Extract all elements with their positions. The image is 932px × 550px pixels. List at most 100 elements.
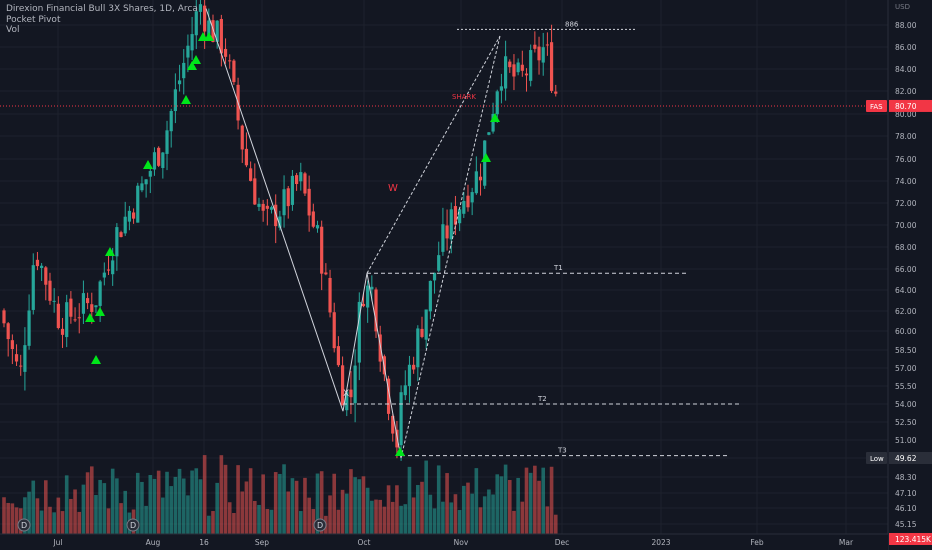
volume-bar bbox=[135, 472, 140, 534]
volume-bar bbox=[35, 498, 40, 534]
candle-body bbox=[478, 176, 483, 181]
candle-body bbox=[44, 267, 48, 285]
candle-body bbox=[81, 293, 86, 314]
candle-body bbox=[35, 259, 40, 267]
volume-bar bbox=[353, 477, 357, 534]
volume-bar bbox=[524, 467, 529, 534]
volume-bars bbox=[2, 455, 558, 534]
volume-bar bbox=[236, 465, 240, 534]
candle-body bbox=[420, 328, 424, 337]
price-tick-label: 78.00 bbox=[895, 132, 917, 141]
candle-body bbox=[403, 385, 407, 396]
price-tick-label: 64.00 bbox=[895, 286, 917, 295]
volume-bar bbox=[403, 504, 408, 534]
volume-bar bbox=[328, 495, 332, 534]
volume-bar bbox=[190, 470, 194, 534]
candle-body bbox=[19, 365, 23, 367]
volume-bar bbox=[48, 506, 52, 534]
price-axis[interactable]: USD 45.15 46.10 47.10 48.30 51.00 52.50 54.00 55… bbox=[866, 0, 932, 550]
candle-body bbox=[307, 188, 311, 216]
volume-bar bbox=[420, 481, 424, 534]
candle-body bbox=[65, 302, 69, 338]
volume-bar bbox=[39, 510, 44, 534]
volume-indicator-name[interactable]: Vol bbox=[6, 25, 20, 35]
time-tick-label: Mar bbox=[839, 538, 854, 547]
volume-bar bbox=[303, 477, 307, 534]
volume-bar bbox=[10, 503, 15, 534]
volume-bar bbox=[77, 511, 82, 534]
volume-bar bbox=[457, 510, 462, 534]
volume-bar bbox=[482, 496, 487, 534]
candle-body bbox=[77, 317, 81, 319]
candle-body bbox=[115, 227, 119, 257]
candle-body bbox=[441, 224, 445, 252]
volume-bar bbox=[340, 489, 345, 534]
candle-body bbox=[177, 80, 182, 85]
time-tick-label: 16 bbox=[199, 538, 209, 547]
candle-body bbox=[207, 20, 211, 36]
volume-bar bbox=[240, 491, 245, 534]
indicator-name[interactable]: Pocket Pivot bbox=[6, 14, 61, 25]
volume-bar bbox=[261, 474, 265, 534]
volume-bar bbox=[399, 505, 403, 534]
candle-body bbox=[48, 280, 52, 301]
candle-body bbox=[303, 173, 307, 194]
volume-bar bbox=[52, 512, 56, 534]
volume-bar bbox=[194, 468, 199, 534]
time-axis[interactable]: Jul Aug 16 Sep Oct Nov Dec 2023 Feb Mar bbox=[0, 533, 888, 550]
volume-bar bbox=[56, 497, 61, 534]
candle-body bbox=[332, 312, 336, 349]
candle-body bbox=[320, 226, 324, 274]
time-tick-label: Feb bbox=[750, 538, 764, 547]
pattern-leg bbox=[205, 8, 402, 459]
candle-body bbox=[14, 354, 19, 362]
time-tick-label: Oct bbox=[358, 538, 371, 547]
volume-bar bbox=[407, 466, 412, 534]
volume-bar bbox=[110, 468, 115, 534]
price-tag-badge bbox=[866, 452, 887, 464]
price-tick-label: 58.50 bbox=[895, 346, 917, 355]
candle-body bbox=[504, 56, 508, 89]
volume-bar bbox=[119, 503, 123, 534]
candle-body bbox=[336, 346, 340, 366]
volume-bar bbox=[244, 481, 249, 534]
dividend-marker-label: D bbox=[21, 521, 27, 530]
candle-body bbox=[549, 42, 554, 91]
volume-bar bbox=[102, 483, 107, 534]
candle-body bbox=[69, 298, 73, 317]
price-tag-badge bbox=[866, 99, 887, 112]
candle-body bbox=[295, 175, 299, 185]
candle-body bbox=[508, 61, 512, 68]
price-tick-label: 46.10 bbox=[895, 504, 917, 513]
symbol-title[interactable]: Direxion Financial Bull 3X Shares, 1D, A… bbox=[6, 4, 198, 14]
volume-bar bbox=[466, 482, 470, 534]
price-value-badge bbox=[889, 533, 932, 545]
volume-bar bbox=[462, 485, 466, 534]
volume-bar bbox=[307, 497, 311, 534]
volume-bar bbox=[223, 464, 228, 534]
volume-bar bbox=[215, 482, 219, 534]
price-tick-label: 66.00 bbox=[895, 265, 917, 274]
price-tick-label: 45.15 bbox=[895, 520, 917, 529]
candle-body bbox=[458, 209, 462, 224]
volume-bar bbox=[549, 466, 554, 534]
volume-bar bbox=[382, 506, 387, 534]
candle-body bbox=[424, 309, 428, 340]
candle-body bbox=[140, 183, 144, 191]
price-tick-label: 51.00 bbox=[895, 436, 917, 445]
candle-body bbox=[432, 272, 437, 281]
price-value-label: 123.415K bbox=[895, 535, 932, 544]
volume-bar bbox=[181, 478, 186, 534]
candle-body bbox=[10, 340, 14, 350]
pocket-pivot-marker bbox=[187, 61, 197, 70]
volume-bar bbox=[173, 476, 178, 534]
price-tick-label: 74.00 bbox=[895, 177, 917, 186]
volume-bar bbox=[474, 468, 479, 534]
candle-body bbox=[537, 46, 541, 61]
price-tick-label: 54.00 bbox=[895, 400, 917, 409]
price-value-badge bbox=[889, 452, 932, 464]
price-tick-label: 86.00 bbox=[895, 43, 917, 52]
x-point-label: X bbox=[343, 389, 349, 399]
time-tick-label: Jul bbox=[52, 538, 62, 547]
